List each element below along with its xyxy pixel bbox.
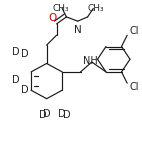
Text: O: O xyxy=(48,13,57,23)
Text: NH: NH xyxy=(83,56,98,66)
Text: Cl: Cl xyxy=(130,82,139,92)
Text: D: D xyxy=(21,85,28,95)
Text: D: D xyxy=(12,75,20,85)
Text: D: D xyxy=(58,109,66,119)
Text: N: N xyxy=(74,25,82,35)
Text: CH₃: CH₃ xyxy=(52,4,69,13)
Text: D: D xyxy=(12,47,20,57)
Text: CH₃: CH₃ xyxy=(88,4,104,13)
Text: D: D xyxy=(39,110,46,120)
Text: Cl: Cl xyxy=(130,26,139,36)
Text: D: D xyxy=(63,110,70,120)
Text: D: D xyxy=(43,109,50,119)
Text: D: D xyxy=(21,49,28,59)
